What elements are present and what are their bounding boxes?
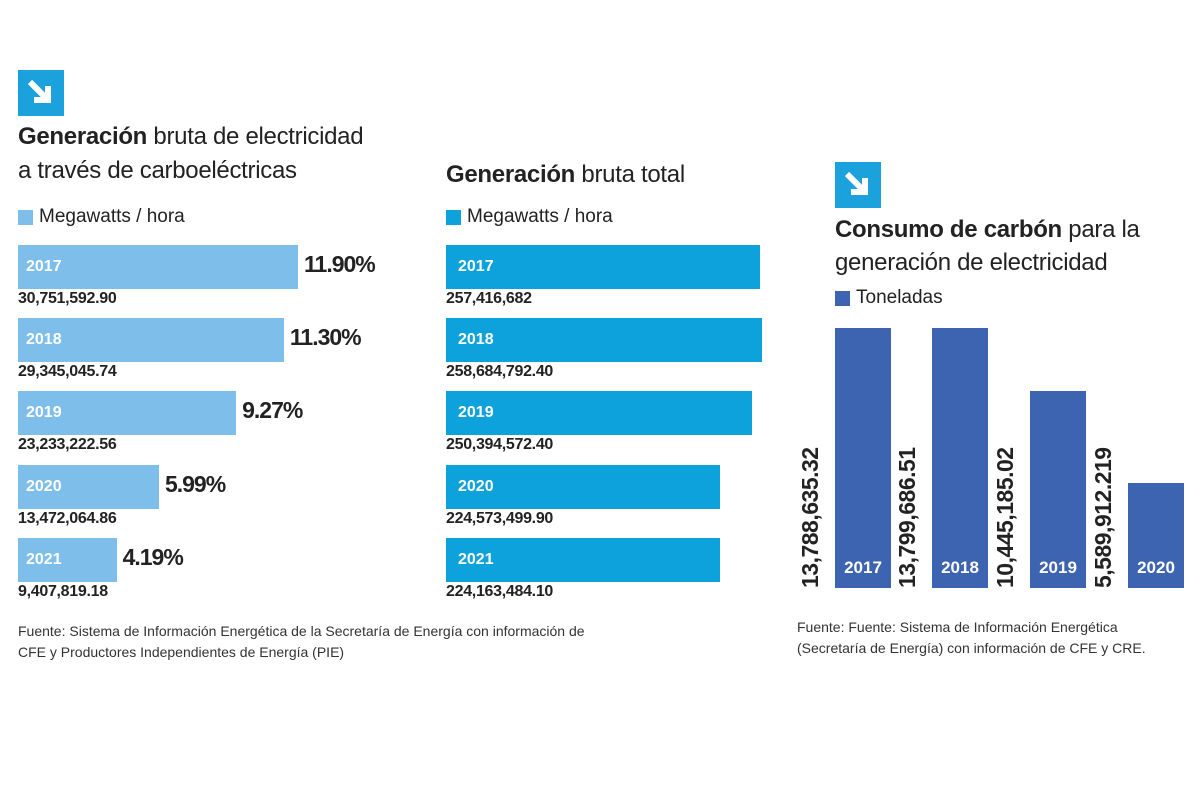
bar: 2019 xyxy=(446,391,752,435)
percent-label: 9.27% xyxy=(242,397,303,423)
percent-label: 4.19% xyxy=(122,544,184,570)
chart3-title: Consumo de carbón para la generación de e… xyxy=(835,216,1140,276)
bar: 2018 xyxy=(18,318,284,362)
bar: 2018 xyxy=(932,328,988,588)
bar: 2021 xyxy=(446,538,720,582)
bar: 2017 xyxy=(18,245,298,289)
arrow-down-right-icon xyxy=(835,162,881,208)
bar: 2019 xyxy=(18,391,237,435)
chart1-title: Generación bruta de electricidad a través… xyxy=(18,123,364,184)
value-label: 23,233,222.56 xyxy=(18,436,117,453)
value-label: 5,589,912.219 xyxy=(1090,447,1116,588)
value-label: 29,345,045.74 xyxy=(18,363,117,380)
value-label: 224,573,499.90 xyxy=(446,510,554,527)
bar: 2020 xyxy=(1128,482,1184,588)
value-label: 30,751,592.90 xyxy=(18,290,117,307)
chart2-legend: Megawatts / hora xyxy=(446,206,613,228)
value-label: 13,788,635.32 xyxy=(797,447,823,588)
bar: 2018 xyxy=(446,318,762,362)
value-label: 13,472,064.86 xyxy=(18,510,117,527)
arrow-down-right-icon xyxy=(18,70,64,116)
chart3-footer: Fuente: Fuente: Sistema de Información E… xyxy=(797,619,1146,656)
value-label: 13,799,686.51 xyxy=(894,447,920,588)
percent-label: 11.30% xyxy=(289,324,362,350)
bar: 2020 xyxy=(446,465,721,509)
chart2-title: Generación bruta total xyxy=(446,161,685,188)
chart3-legend: Toneladas xyxy=(835,287,943,309)
value-label: 258,684,792.40 xyxy=(446,363,554,380)
chart1-legend: Megawatts / hora xyxy=(18,206,185,228)
value-label: 257,416,682 xyxy=(446,290,532,307)
bar: 2019 xyxy=(1030,391,1086,588)
bar: 2017 xyxy=(835,328,891,588)
value-label: 10,445,185.02 xyxy=(992,447,1018,588)
percent-label: 11.90% xyxy=(304,251,376,277)
chart1-footer: Fuente: Sistema de Información Energétic… xyxy=(18,623,585,660)
bar: 2017 xyxy=(446,245,761,289)
value-label: 224,163,484.10 xyxy=(446,583,554,600)
bar: 2021 xyxy=(18,538,117,582)
value-label: 250,394,572.40 xyxy=(446,436,554,453)
percent-label: 5.99% xyxy=(164,471,226,497)
bar: 2020 xyxy=(18,465,159,509)
value-label: 9,407,819.18 xyxy=(18,583,108,600)
